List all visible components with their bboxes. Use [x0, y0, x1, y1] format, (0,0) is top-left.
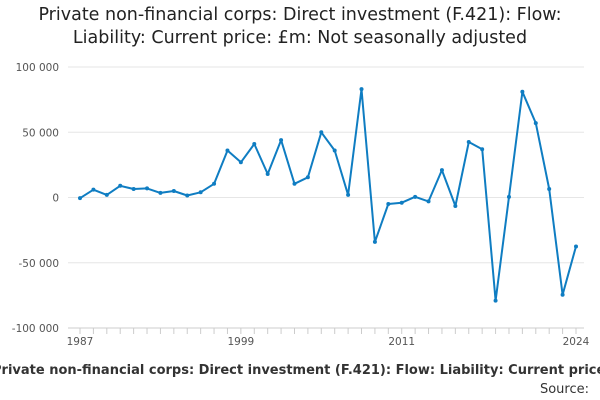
data-point	[426, 199, 431, 204]
data-point	[279, 138, 284, 143]
data-point	[212, 181, 217, 186]
series-polyline	[79, 88, 577, 302]
data-point	[574, 244, 578, 249]
data-point	[520, 89, 525, 94]
series-points	[78, 87, 578, 303]
data-point	[386, 202, 391, 207]
data-point	[145, 186, 150, 191]
data-point	[104, 192, 109, 197]
data-point	[305, 175, 310, 180]
data-point	[480, 147, 485, 152]
chart-title: Private non-financial corps: Direct inve…	[0, 4, 600, 50]
y-tick-label: -100 000	[12, 323, 59, 335]
data-point	[547, 187, 552, 192]
y-tick-label: 100 000	[16, 62, 59, 74]
data-point	[439, 168, 444, 173]
data-point	[238, 160, 243, 165]
legend[interactable]: Private non-financial corps: Direct inve…	[0, 361, 600, 381]
data-point	[506, 194, 511, 199]
data-point	[185, 193, 190, 198]
x-axis: 1987 1999 2011 2024	[67, 327, 590, 348]
data-point	[319, 130, 324, 135]
y-tick-label: 0	[52, 193, 59, 205]
data-point	[198, 190, 203, 195]
y-axis-tick-labels: 100 000 50 000 0 -50 000 -100 000	[12, 62, 59, 335]
x-tick-label: 2024	[563, 336, 590, 348]
data-point	[372, 239, 377, 244]
x-tick-label: 2011	[388, 336, 415, 348]
data-point	[252, 141, 257, 146]
data-point	[171, 188, 176, 193]
data-point	[533, 121, 538, 126]
data-point	[332, 148, 337, 153]
data-point	[118, 183, 123, 188]
data-point	[292, 181, 297, 186]
x-tick-label: 1987	[67, 336, 94, 348]
grid-lines	[68, 66, 584, 329]
data-point	[413, 194, 418, 199]
y-tick-label: 50 000	[22, 127, 59, 139]
data-point	[466, 140, 471, 145]
data-point	[91, 187, 96, 192]
legend-label[interactable]: Private non-financial corps: Direct inve…	[0, 363, 600, 378]
data-point	[78, 196, 82, 201]
series-line	[79, 88, 577, 302]
data-point	[265, 172, 270, 177]
chart-title-line-1: Private non-financial corps: Direct inve…	[38, 5, 562, 25]
data-point	[399, 200, 404, 205]
chart-title-line-2: Liability: Current price: £m: Not season…	[72, 28, 528, 48]
data-point	[158, 190, 163, 195]
data-point	[560, 292, 565, 297]
y-tick-label: -50 000	[18, 258, 59, 270]
data-point	[453, 203, 458, 208]
data-point	[359, 87, 364, 92]
x-tick-label: 1999	[227, 336, 254, 348]
data-point	[493, 298, 498, 303]
source-label: Source:	[539, 382, 589, 397]
data-point	[131, 187, 136, 192]
data-point	[225, 148, 230, 153]
data-point	[346, 192, 351, 197]
